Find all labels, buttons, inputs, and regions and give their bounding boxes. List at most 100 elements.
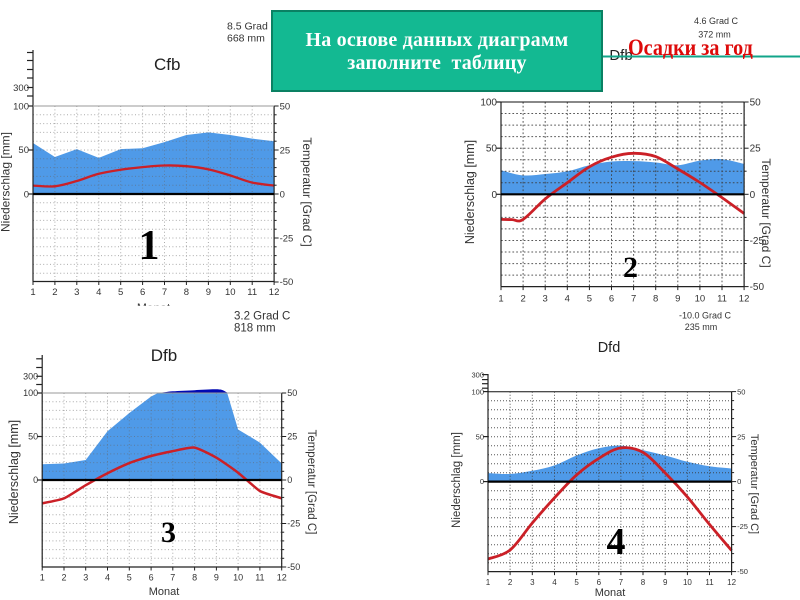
svg-text:50: 50 — [280, 101, 291, 112]
svg-text:100: 100 — [23, 388, 38, 398]
svg-text:6: 6 — [149, 573, 154, 583]
svg-text:7: 7 — [162, 287, 167, 298]
svg-text:12: 12 — [739, 294, 750, 305]
svg-text:3: 3 — [83, 573, 88, 583]
svg-text:4: 4 — [96, 287, 101, 298]
svg-text:4: 4 — [607, 521, 626, 563]
svg-text:3: 3 — [74, 287, 79, 298]
svg-text:Niederschlag [mm]: Niederschlag [mm] — [463, 140, 477, 244]
svg-text:0: 0 — [750, 190, 756, 201]
svg-text:0: 0 — [24, 189, 29, 200]
svg-text:25: 25 — [750, 144, 762, 155]
svg-text:10: 10 — [683, 578, 692, 587]
svg-text:50: 50 — [476, 432, 484, 441]
svg-text:7: 7 — [619, 578, 624, 587]
svg-text:5: 5 — [587, 294, 592, 305]
svg-text:-25: -25 — [280, 233, 294, 244]
svg-text:-50: -50 — [280, 277, 294, 288]
svg-text:300: 300 — [13, 83, 29, 94]
svg-text:10: 10 — [695, 294, 706, 305]
svg-text:4: 4 — [105, 573, 110, 583]
svg-text:1: 1 — [486, 578, 491, 587]
svg-text:-10.0 Grad C: -10.0 Grad C — [679, 311, 732, 321]
svg-text:100: 100 — [480, 98, 497, 109]
svg-text:1: 1 — [498, 294, 503, 305]
svg-text:3: 3 — [543, 294, 548, 305]
svg-text:3: 3 — [161, 516, 176, 549]
svg-text:Temperatur [Grad C]: Temperatur [Grad C] — [759, 158, 773, 267]
svg-text:8: 8 — [192, 573, 197, 583]
svg-text:9: 9 — [214, 573, 219, 583]
svg-text:2: 2 — [61, 573, 66, 583]
svg-text:8: 8 — [653, 294, 658, 305]
svg-text:25: 25 — [287, 432, 297, 442]
svg-text:25: 25 — [280, 145, 291, 156]
svg-text:5: 5 — [127, 573, 132, 583]
svg-text:50: 50 — [28, 432, 38, 442]
svg-text:-50: -50 — [287, 562, 300, 572]
svg-text:4.6 Grad C: 4.6 Grad C — [694, 16, 739, 26]
svg-text:10: 10 — [225, 287, 236, 298]
svg-text:0: 0 — [287, 475, 292, 485]
svg-text:100: 100 — [13, 101, 29, 112]
svg-text:6: 6 — [597, 578, 602, 587]
svg-text:9: 9 — [675, 294, 680, 305]
svg-text:5: 5 — [574, 578, 579, 587]
svg-text:8.5 Grad C: 8.5 Grad C — [227, 21, 279, 33]
svg-text:12: 12 — [277, 573, 287, 583]
svg-text:50: 50 — [486, 144, 498, 155]
svg-text:12: 12 — [727, 578, 736, 587]
svg-text:Niederschlag [mm]: Niederschlag [mm] — [7, 420, 21, 524]
svg-text:5: 5 — [118, 287, 123, 298]
svg-text:Niederschlag [mm]: Niederschlag [mm] — [451, 432, 463, 528]
svg-text:1: 1 — [40, 573, 45, 583]
svg-text:4: 4 — [552, 578, 557, 587]
svg-text:11: 11 — [705, 578, 714, 587]
svg-text:Temperatur [Grad C]: Temperatur [Grad C] — [305, 430, 317, 535]
svg-text:6: 6 — [140, 287, 145, 298]
svg-text:0: 0 — [737, 477, 741, 486]
svg-text:9: 9 — [663, 578, 668, 587]
svg-text:2: 2 — [52, 287, 57, 298]
svg-text:25: 25 — [737, 432, 745, 441]
svg-text:-50: -50 — [737, 567, 748, 576]
svg-text:11: 11 — [247, 287, 257, 298]
svg-text:Monat: Monat — [149, 586, 180, 598]
svg-text:0: 0 — [480, 477, 484, 486]
svg-text:50: 50 — [18, 145, 29, 156]
svg-text:2: 2 — [508, 578, 513, 587]
svg-text:3: 3 — [530, 578, 535, 587]
svg-text:6: 6 — [609, 294, 614, 305]
svg-text:818 mm: 818 mm — [234, 323, 276, 335]
svg-text:-25: -25 — [737, 522, 748, 531]
svg-text:Monat: Monat — [595, 587, 626, 599]
svg-text:Dfd: Dfd — [598, 340, 621, 356]
svg-text:Dfb: Dfb — [151, 346, 177, 365]
svg-text:0: 0 — [491, 190, 497, 201]
svg-text:9: 9 — [206, 287, 211, 298]
svg-text:11: 11 — [255, 573, 264, 583]
svg-text:300: 300 — [23, 371, 38, 381]
svg-text:2: 2 — [623, 251, 638, 284]
svg-text:235 mm: 235 mm — [685, 322, 718, 332]
svg-text:12: 12 — [269, 287, 280, 298]
svg-text:100: 100 — [471, 388, 484, 397]
svg-text:11: 11 — [717, 294, 727, 305]
svg-text:Temperatur [Grad C]: Temperatur [Grad C] — [300, 137, 314, 246]
svg-text:4: 4 — [565, 294, 570, 305]
svg-text:Cfb: Cfb — [154, 55, 180, 74]
svg-text:372 mm: 372 mm — [698, 30, 731, 40]
svg-text:-25: -25 — [750, 236, 765, 247]
svg-text:0: 0 — [280, 189, 285, 200]
svg-text:-25: -25 — [287, 519, 300, 529]
svg-text:10: 10 — [233, 573, 243, 583]
svg-text:7: 7 — [170, 573, 175, 583]
svg-text:0: 0 — [33, 475, 38, 485]
svg-text:8: 8 — [184, 287, 189, 298]
svg-text:-50: -50 — [750, 282, 765, 293]
svg-text:Temperatur [Grad C]: Temperatur [Grad C] — [748, 434, 760, 534]
svg-text:1: 1 — [139, 223, 160, 269]
svg-text:668 mm: 668 mm — [227, 33, 265, 45]
svg-text:3.2 Grad C: 3.2 Grad C — [234, 311, 290, 323]
svg-text:300: 300 — [471, 371, 484, 380]
